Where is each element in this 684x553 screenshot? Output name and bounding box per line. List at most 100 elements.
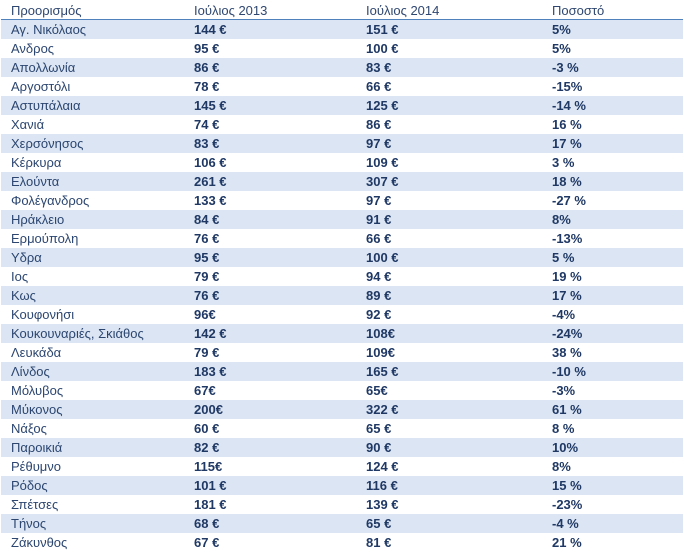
price-2014-cell: 94 € xyxy=(356,267,542,286)
table-row: Νάξος 60 €65 €8 % xyxy=(1,419,683,438)
table-row: Απολλωνία 86 €83 € -3 % xyxy=(1,58,683,77)
percentage-cell: 16 % xyxy=(542,115,683,134)
percentage-cell: -14 % xyxy=(542,96,683,115)
percentage-cell: 8% xyxy=(542,210,683,229)
percentage-cell: 10% xyxy=(542,438,683,457)
price-2013-cell: 95 € xyxy=(184,248,356,267)
price-2014-cell: 97 € xyxy=(356,191,542,210)
destination-cell: Ηράκλειο xyxy=(1,210,184,229)
price-2014-cell: 91 € xyxy=(356,210,542,229)
header-july-2014: Ιούλιος 2014 xyxy=(356,1,542,20)
destination-cell: Απολλωνία xyxy=(1,58,184,77)
price-2014-cell: 151 € xyxy=(356,19,542,39)
price-2013-cell: 115€ xyxy=(184,457,356,476)
price-2013-cell: 200€ xyxy=(184,400,356,419)
table-row: Υδρα 95 €100 €5 % xyxy=(1,248,683,267)
destination-cell: Ζάκυνθος xyxy=(1,533,184,552)
price-2014-cell: 86 € xyxy=(356,115,542,134)
percentage-cell: 8% xyxy=(542,457,683,476)
destination-cell: Κως xyxy=(1,286,184,305)
price-2013-cell: 86 € xyxy=(184,58,356,77)
price-2013-cell: 106 € xyxy=(184,153,356,172)
percentage-cell: 21 % xyxy=(542,533,683,552)
destination-cell: Μύκονος xyxy=(1,400,184,419)
price-2014-cell: 108€ xyxy=(356,324,542,343)
destination-cell: Κουφονήσι xyxy=(1,305,184,324)
price-2013-cell: 60 € xyxy=(184,419,356,438)
price-2014-cell: 90 € xyxy=(356,438,542,457)
destination-cell: Κουκουναριές, Σκιάθος xyxy=(1,324,184,343)
table-row: Σπέτσες 181 €139 € -23% xyxy=(1,495,683,514)
price-2014-cell: 89 € xyxy=(356,286,542,305)
table-row: Κως 76 €89 €17 % xyxy=(1,286,683,305)
table-row: Φολέγανδρος 133 €97 € -27 % xyxy=(1,191,683,210)
price-2013-cell: 145 € xyxy=(184,96,356,115)
table-row: Κουκουναριές, Σκιάθος 142 €108€ -24% xyxy=(1,324,683,343)
percentage-cell: 17 % xyxy=(542,286,683,305)
price-2014-cell: 124 € xyxy=(356,457,542,476)
table-row: Παροικιά 82 €90 €10% xyxy=(1,438,683,457)
table-row: Κουφονήσι 96€ 92 € -4% xyxy=(1,305,683,324)
percentage-cell: 18 % xyxy=(542,172,683,191)
header-july-2013: Ιούλιος 2013 xyxy=(184,1,356,20)
header-row: Προορισμός Ιούλιος 2013 Ιούλιος 2014 Ποσ… xyxy=(1,1,683,20)
percentage-cell: 17 % xyxy=(542,134,683,153)
table-row: Ανδρος 95 €100 €5% xyxy=(1,39,683,58)
percentage-cell: 38 % xyxy=(542,343,683,362)
price-2014-cell: 65 € xyxy=(356,514,542,533)
header-percentage: Ποσοστό xyxy=(542,1,683,20)
price-2013-cell: 95 € xyxy=(184,39,356,58)
destination-cell: Ανδρος xyxy=(1,39,184,58)
destination-cell: Νάξος xyxy=(1,419,184,438)
price-2014-cell: 100 € xyxy=(356,39,542,58)
price-2013-cell: 74 € xyxy=(184,115,356,134)
destination-cell: Χανιά xyxy=(1,115,184,134)
percentage-cell: -3 % xyxy=(542,58,683,77)
table-body: Αγ. Νικόλαος 144 €151 €5% Ανδρος 95 €100 €5… xyxy=(1,19,683,552)
table-row: Λευκάδα 79 €109€ 38 % xyxy=(1,343,683,362)
destination-cell: Κέρκυρα xyxy=(1,153,184,172)
percentage-cell: -23% xyxy=(542,495,683,514)
percentage-cell: -27 % xyxy=(542,191,683,210)
percentage-cell: 15 % xyxy=(542,476,683,495)
table-row: Χερσόνησος 83 €97 €17 % xyxy=(1,134,683,153)
percentage-cell: 5% xyxy=(542,19,683,39)
destination-cell: Αγ. Νικόλαος xyxy=(1,19,184,39)
percentage-cell: -3% xyxy=(542,381,683,400)
price-2014-cell: 165 € xyxy=(356,362,542,381)
destination-cell: Τήνος xyxy=(1,514,184,533)
price-2013-cell: 67€ xyxy=(184,381,356,400)
price-2013-cell: 67 € xyxy=(184,533,356,552)
price-2014-cell: 97 € xyxy=(356,134,542,153)
destination-cell: Σπέτσες xyxy=(1,495,184,514)
destination-cell: Παροικιά xyxy=(1,438,184,457)
destination-cell: Αστυπάλαια xyxy=(1,96,184,115)
percentage-cell: -4 % xyxy=(542,514,683,533)
table-row: Τήνος 68 €65 € -4 % xyxy=(1,514,683,533)
percentage-cell: -13% xyxy=(542,229,683,248)
table-row: Χανιά 74 €86 €16 % xyxy=(1,115,683,134)
price-2014-cell: 109€ xyxy=(356,343,542,362)
destination-cell: Αργοστόλι xyxy=(1,77,184,96)
percentage-cell: -10 % xyxy=(542,362,683,381)
percentage-cell: -24% xyxy=(542,324,683,343)
price-2013-cell: 68 € xyxy=(184,514,356,533)
price-2013-cell: 82 € xyxy=(184,438,356,457)
percentage-cell: 19 % xyxy=(542,267,683,286)
destination-cell: Φολέγανδρος xyxy=(1,191,184,210)
price-2013-cell: 78 € xyxy=(184,77,356,96)
table-row: Λίνδος 183 €165 € -10 % xyxy=(1,362,683,381)
percentage-cell: 5% xyxy=(542,39,683,58)
destination-cell: Χερσόνησος xyxy=(1,134,184,153)
price-2013-cell: 101 € xyxy=(184,476,356,495)
table-row: Ιος 79 €94 €19 % xyxy=(1,267,683,286)
price-2013-cell: 183 € xyxy=(184,362,356,381)
price-2013-cell: 76 € xyxy=(184,286,356,305)
table-row: Ερμούπολη 76 €66 € -13% xyxy=(1,229,683,248)
price-2014-cell: 66 € xyxy=(356,229,542,248)
price-2014-cell: 139 € xyxy=(356,495,542,514)
price-2013-cell: 144 € xyxy=(184,19,356,39)
price-2014-cell: 92 € xyxy=(356,305,542,324)
price-2014-cell: 125 € xyxy=(356,96,542,115)
